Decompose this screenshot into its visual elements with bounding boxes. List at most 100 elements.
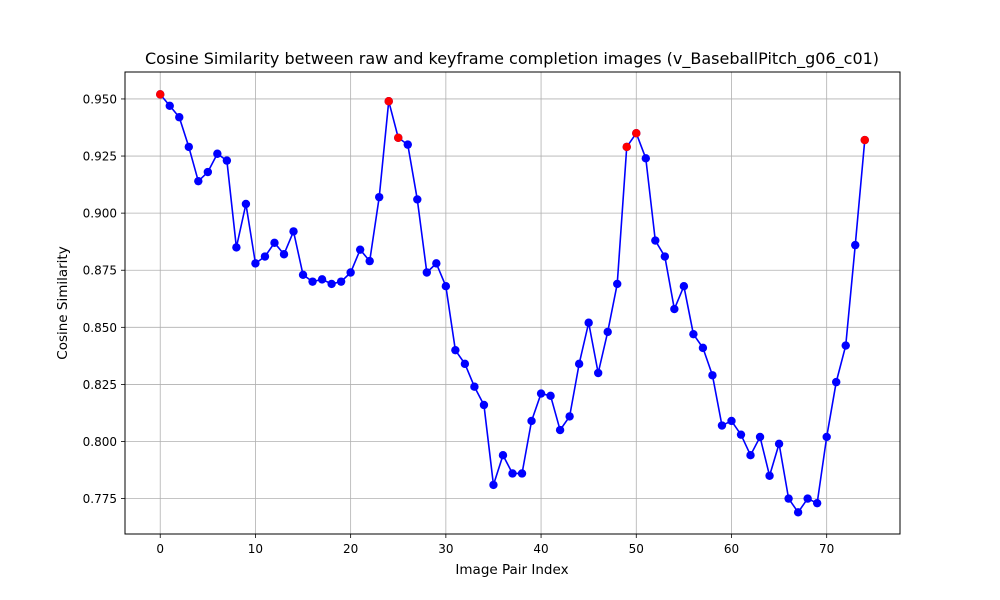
data-point: [851, 240, 860, 250]
data-point: [241, 199, 251, 209]
x-tick-label: 0: [156, 542, 164, 556]
data-point: [527, 416, 536, 426]
y-axis-label: Cosine Similarity: [55, 246, 71, 359]
data-point: [403, 140, 412, 149]
series-layer: [156, 90, 869, 517]
data-point: [489, 480, 498, 490]
data-point: [536, 389, 546, 398]
data-point: [613, 279, 622, 289]
data-point: [603, 327, 612, 337]
data-point: [765, 471, 774, 480]
data-point: [793, 508, 803, 517]
y-tick-label: 0.900: [83, 207, 117, 221]
y-axis-ticks: 0.775 0.800 0.825 0.850 0.875 0.900 0.925 0.950: [83, 92, 125, 506]
data-point: [498, 451, 508, 460]
highlight-point: [622, 142, 631, 152]
x-tick-label: 30: [438, 542, 453, 556]
data-point: [317, 275, 327, 284]
data-point: [203, 167, 213, 177]
data-point: [555, 425, 565, 435]
y-tick-label: 0.950: [83, 92, 117, 106]
data-point: [746, 451, 755, 460]
data-point: [641, 154, 650, 163]
x-axis-label: Image Pair Index: [455, 562, 568, 578]
data-point: [679, 282, 689, 291]
chart-title: Cosine Similarity between raw and keyfra…: [145, 49, 879, 69]
data-point: [708, 371, 717, 380]
data-point: [365, 256, 374, 266]
series-line: [159, 93, 866, 514]
data-point: [270, 238, 279, 248]
data-point: [689, 329, 698, 339]
data-point: [346, 268, 355, 277]
highlight-point: [394, 133, 403, 142]
data-point: [355, 245, 365, 254]
data-point: [517, 469, 527, 478]
highlight-point: [860, 135, 869, 145]
data-point: [213, 149, 222, 158]
data-point: [593, 368, 603, 378]
data-point: [165, 101, 174, 110]
data-point: [832, 377, 841, 387]
data-point: [651, 236, 660, 245]
data-point: [336, 277, 346, 286]
x-tick-label: 40: [533, 542, 548, 556]
y-tick-label: 0.850: [83, 321, 117, 335]
x-axis-ticks: 0 10 20 30 40 50 60 70: [156, 534, 834, 556]
data-point: [289, 227, 298, 236]
data-point: [222, 156, 232, 165]
data-point: [175, 113, 184, 122]
x-tick-label: 50: [629, 542, 644, 556]
data-point: [470, 382, 479, 391]
data-point: [232, 243, 241, 252]
data-point: [479, 400, 489, 410]
data-point: [508, 469, 517, 478]
data-point: [584, 318, 593, 327]
y-tick-label: 0.875: [83, 264, 117, 278]
data-point: [279, 250, 289, 259]
data-point: [660, 252, 670, 261]
data-point: [565, 412, 574, 421]
data-point: [736, 430, 746, 439]
x-tick-label: 20: [343, 542, 358, 556]
grid-layer: [125, 72, 900, 534]
plot-frame: [124, 71, 901, 535]
data-point: [546, 391, 555, 401]
highlight-point: [156, 90, 165, 99]
data-point: [441, 282, 451, 291]
highlight-point: [632, 129, 641, 138]
data-point: [194, 176, 203, 186]
data-point: [727, 416, 736, 426]
highlight-point: [384, 97, 393, 106]
x-tick-label: 70: [819, 542, 834, 556]
data-point: [432, 259, 441, 268]
data-point: [698, 343, 708, 353]
data-point: [717, 421, 727, 430]
x-tick-label: 10: [248, 542, 263, 556]
data-point: [184, 142, 193, 152]
data-point: [451, 345, 460, 355]
data-point: [755, 432, 765, 442]
y-tick-label: 0.925: [83, 150, 117, 164]
data-point: [784, 494, 793, 503]
data-point: [251, 259, 260, 268]
data-point: [774, 439, 784, 448]
data-point: [460, 359, 470, 369]
data-point: [822, 432, 831, 442]
y-tick-label: 0.825: [83, 378, 117, 392]
data-point: [670, 304, 679, 314]
data-point: [413, 195, 422, 204]
y-tick-label: 0.775: [83, 492, 117, 506]
data-point: [812, 498, 822, 508]
data-point: [422, 268, 432, 277]
data-point: [327, 279, 336, 289]
x-tick-label: 60: [724, 542, 739, 556]
data-point: [841, 341, 850, 350]
data-point: [260, 252, 270, 261]
data-point: [298, 270, 308, 279]
data-point: [375, 192, 384, 202]
y-tick-label: 0.800: [83, 435, 117, 449]
data-point: [574, 359, 584, 369]
data-point: [803, 494, 812, 503]
